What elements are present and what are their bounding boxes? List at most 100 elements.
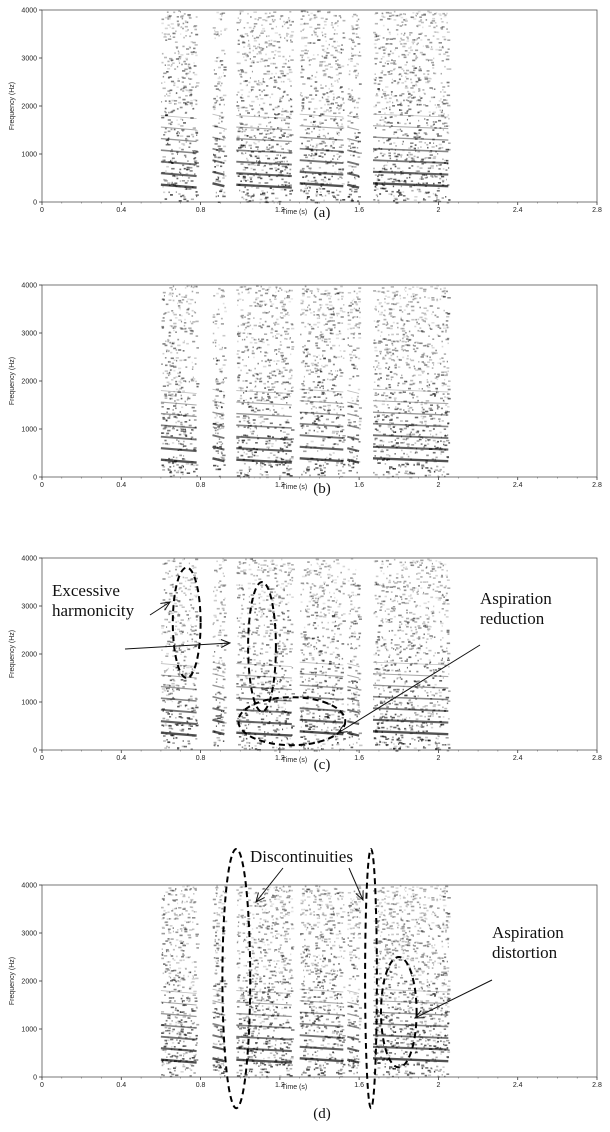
spectrogram-cell [441, 112, 443, 114]
spectrogram-cell [320, 338, 322, 340]
spectrogram-cell [221, 427, 224, 429]
spectrogram-cell [255, 96, 258, 98]
spectrogram-cell [395, 47, 398, 49]
spectrogram-cell [325, 341, 328, 343]
spectrogram-cell [400, 377, 403, 379]
spectrogram-cell [175, 408, 177, 410]
spectrogram-cell [246, 453, 248, 455]
spectrogram-cell [257, 148, 258, 150]
spectrogram-cell [192, 331, 194, 333]
harmonic-band [161, 173, 197, 176]
spectrogram-cell [289, 81, 292, 83]
spectrogram-cell [247, 350, 249, 352]
spectrogram-cell [258, 290, 261, 292]
spectrogram-cell [252, 35, 253, 37]
spectrogram-cell [317, 318, 319, 320]
spectrogram-cell [405, 81, 407, 83]
spectrogram-cell [310, 122, 312, 124]
spectrogram-cell [393, 322, 395, 324]
spectrogram-cell [264, 30, 265, 32]
spectrogram-cell [250, 156, 253, 158]
spectrogram-cell [350, 200, 353, 202]
spectrogram-cell [292, 21, 295, 23]
spectrogram-cell [217, 415, 218, 417]
spectrogram-cell [287, 73, 289, 75]
spectrogram-cell [186, 169, 190, 171]
spectrogram-cell [421, 356, 424, 358]
spectrogram-cell [375, 73, 376, 75]
spectrogram-cell [306, 469, 310, 471]
spectrogram-cell [307, 166, 309, 168]
spectrogram-cell [308, 180, 310, 182]
spectrogram-cell [398, 403, 401, 405]
spectrogram-cell [432, 383, 435, 385]
spectrogram-cell [337, 41, 338, 43]
spectrogram-cell [288, 314, 290, 316]
spectrogram-cell [354, 65, 357, 67]
spectrogram-cell [170, 471, 172, 473]
spectrogram-cell [316, 145, 317, 147]
spectrogram-cell [177, 345, 180, 347]
spectrogram-cell [356, 24, 359, 26]
spectrogram-cell [163, 73, 166, 75]
spectrogram-cell [388, 407, 390, 409]
spectrogram-cell [311, 363, 314, 365]
spectrogram-cell [236, 457, 239, 459]
spectrogram-cell [224, 67, 227, 69]
spectrogram-cell [399, 95, 402, 97]
spectrogram-cell [419, 141, 422, 143]
spectrogram-cell [322, 97, 323, 99]
spectrogram-cell [238, 326, 239, 328]
spectrogram-cell [446, 103, 449, 105]
spectrogram-cell [273, 454, 275, 456]
spectrogram-cell [308, 97, 309, 99]
spectrogram-cell [435, 104, 436, 106]
spectrogram-cell [317, 396, 320, 398]
spectrogram-cell [178, 102, 181, 104]
spectrogram-cell [374, 36, 377, 38]
spectrogram-cell [421, 159, 424, 161]
spectrogram-cell [303, 192, 304, 194]
spectrogram-cell [305, 366, 306, 368]
spectrogram-cell [282, 26, 283, 28]
spectrogram-cell [194, 65, 197, 67]
spectrogram-cell [319, 317, 321, 319]
spectrogram-cell [374, 340, 376, 342]
spectrogram-cell [176, 92, 177, 94]
spectrogram-cell [351, 96, 353, 98]
harmonic-band [300, 447, 344, 450]
spectrogram-cell [288, 182, 290, 184]
spectrogram-cell [380, 451, 383, 453]
spectrogram-cell [175, 41, 178, 43]
spectrogram-cell [409, 102, 411, 104]
spectrogram-cell [238, 70, 240, 72]
spectrogram-cell [214, 102, 216, 104]
spectrogram-cell [336, 462, 339, 464]
spectrogram-cell [177, 399, 180, 401]
spectrogram-cell [213, 107, 216, 109]
spectrogram-cell [185, 401, 186, 403]
spectrogram-cell [323, 379, 326, 381]
spectrogram-cell [241, 100, 244, 102]
spectrogram-cell [265, 197, 268, 199]
spectrogram-cell [256, 285, 259, 287]
spectrogram-cell [285, 460, 287, 462]
spectrogram-cell [307, 323, 309, 325]
spectrogram-cell [217, 429, 218, 431]
spectrogram-cell [321, 293, 324, 295]
spectrogram-cell [403, 195, 406, 197]
spectrogram-cell [429, 12, 432, 14]
spectrogram-cell [413, 345, 414, 347]
spectrogram-cell [383, 49, 386, 51]
spectrogram-cell [388, 441, 389, 443]
spectrogram-cell [351, 55, 353, 57]
spectrogram-cell [434, 97, 436, 99]
spectrogram-cell [177, 21, 179, 23]
spectrogram-cell [432, 14, 434, 16]
spectrogram-cell [400, 102, 401, 104]
spectrogram-cell [267, 344, 270, 346]
spectrogram-cell [185, 112, 187, 114]
spectrogram-cell [189, 83, 190, 85]
spectrogram-cell [238, 332, 240, 334]
spectrogram-cell [302, 15, 304, 17]
